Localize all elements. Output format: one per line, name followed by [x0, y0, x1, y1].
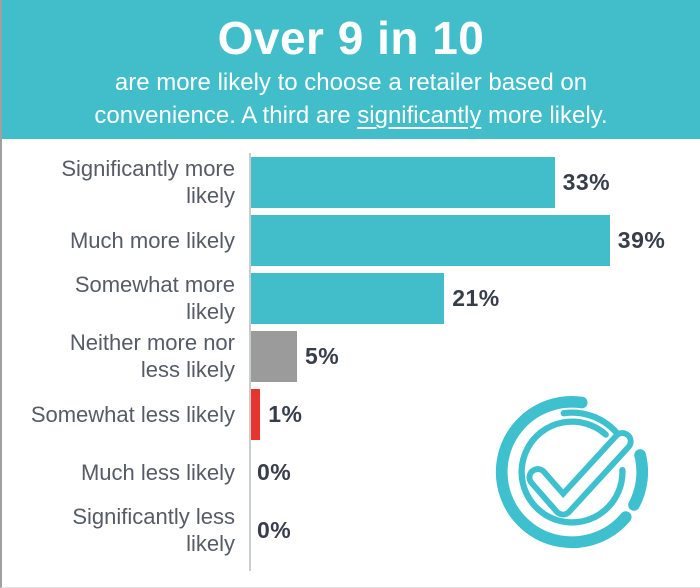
value-label: 0%	[257, 458, 292, 485]
bar	[251, 214, 610, 266]
value-label: 33%	[562, 168, 611, 195]
chart-row: Somewhat more likely 21%	[2, 269, 700, 327]
bar	[251, 156, 555, 208]
chart-row: Much less likely 0%	[2, 443, 700, 501]
chart-row: Neither more nor less likely 5%	[2, 327, 700, 385]
bar	[251, 272, 445, 324]
chart-row: Significantly less likely 0%	[2, 501, 700, 559]
circled-checkmark-icon	[495, 396, 649, 549]
chart-rows: Significantly more likely 33% Much more li…	[2, 153, 700, 559]
value-label: 0%	[257, 516, 292, 543]
category-label: Much less likely	[80, 459, 235, 485]
chart-axis-line	[249, 153, 251, 571]
category-label: Somewhat more likely	[74, 272, 235, 324]
value-label: 39%	[617, 226, 666, 253]
bar-area: 21%	[251, 269, 700, 327]
chart-row: Significantly more likely 33%	[2, 153, 700, 211]
bar-area: 5%	[251, 327, 700, 385]
category-label: Significantly more likely	[61, 156, 235, 208]
subtitle-line1: are more likely to choose a retailer bas…	[114, 69, 588, 96]
category-label: Much more likely	[69, 227, 235, 253]
bar	[251, 330, 297, 382]
bar	[251, 388, 261, 440]
bar-area: 39%	[251, 211, 700, 269]
bar-area: 0%	[251, 501, 700, 559]
value-label: 21%	[452, 284, 500, 311]
bar-area: 0%	[251, 443, 700, 501]
bar-area: 1%	[251, 385, 700, 443]
header-subtitle: are more likely to choose a retailer bas…	[2, 66, 700, 132]
header-banner: Over 9 in 10 are more likely to choose a…	[2, 0, 700, 139]
page-title: Over 9 in 10	[217, 12, 485, 64]
chart-row: Much more likely 39%	[2, 211, 700, 269]
category-label: Somewhat less likely	[30, 401, 235, 427]
subtitle-line2-pre: convenience. A third are	[94, 102, 358, 129]
category-label: Neither more nor less likely	[69, 330, 235, 382]
category-label: Significantly less likely	[72, 504, 235, 556]
subtitle-line2-post: more likely.	[481, 102, 608, 129]
value-label: 5%	[305, 342, 340, 369]
subtitle-underlined-word: significantly	[357, 102, 482, 129]
value-label: 1%	[268, 400, 303, 427]
chart-row: Somewhat less likely 1%	[2, 385, 700, 443]
bar-area: 33%	[251, 153, 700, 211]
